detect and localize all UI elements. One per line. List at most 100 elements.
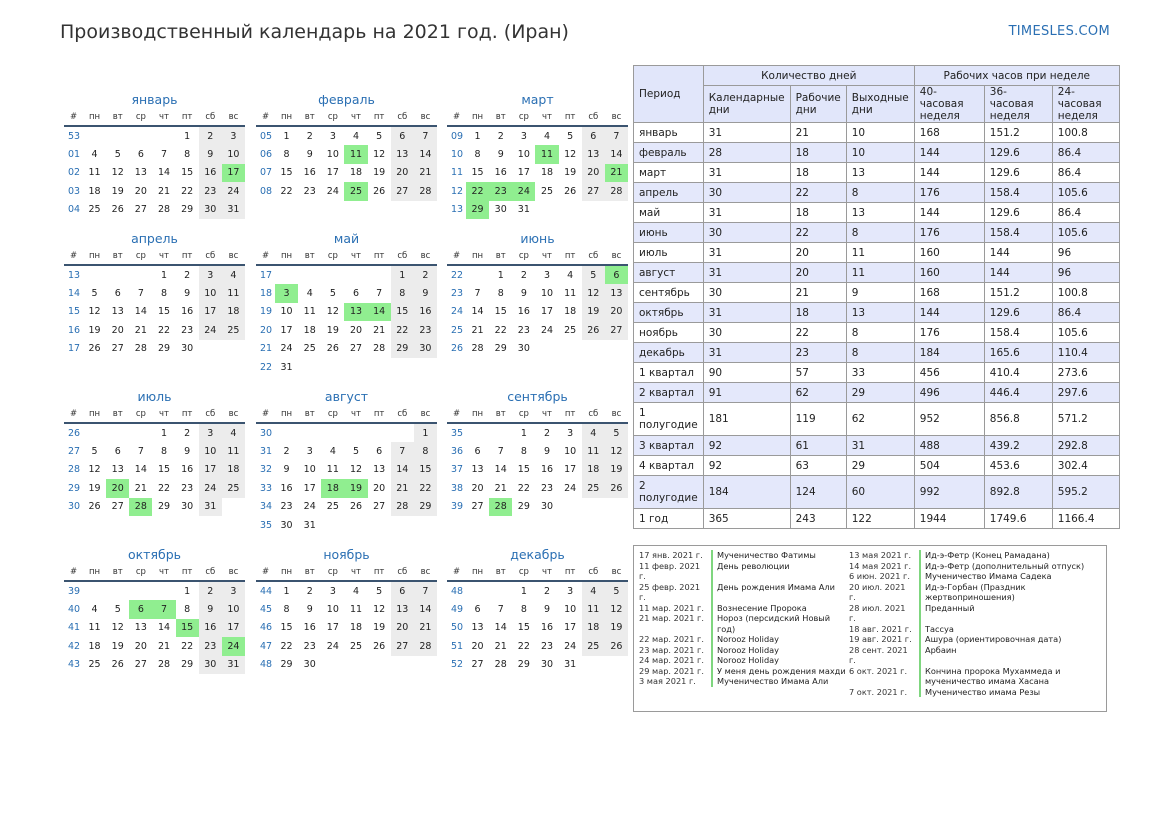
day-cell[interactable]: 15 [494,306,507,318]
day-cell[interactable]: 29 [390,339,414,358]
day-cell[interactable]: 17 [517,167,530,179]
day-cell[interactable]: 27 [349,343,363,355]
day-cell[interactable]: 4 [221,265,245,285]
day-cell[interactable]: 12 [111,622,124,634]
day-cell[interactable]: 11 [221,284,245,303]
day-cell[interactable]: 29 [466,200,490,219]
day-cell[interactable]: 8 [160,446,168,458]
day-cell[interactable]: 14 [134,464,147,476]
day-cell[interactable]: 4 [352,585,360,597]
day-cell[interactable]: 12 [373,149,386,161]
day-cell[interactable]: 15 [157,464,171,476]
day-cell[interactable]: 20 [106,479,130,498]
day-cell[interactable]: 1 [160,427,168,439]
day-cell[interactable]: 8 [413,442,437,461]
day-cell[interactable]: 11 [349,604,363,616]
day-cell[interactable]: 20 [390,618,414,638]
day-cell[interactable]: 8 [184,604,191,616]
day-cell[interactable]: 10 [540,288,554,300]
day-cell[interactable]: 21 [413,163,437,183]
day-cell[interactable]: 1 [390,265,414,285]
day-cell[interactable]: 19 [111,640,124,652]
day-cell[interactable]: 7 [376,288,383,300]
day-cell[interactable]: 11 [326,464,339,476]
day-cell[interactable]: 19 [373,622,386,634]
day-cell[interactable]: 6 [390,581,414,601]
day-cell[interactable]: 28 [604,182,628,201]
day-cell[interactable]: 5 [91,446,98,458]
day-cell[interactable]: 9 [306,604,313,616]
day-cell[interactable]: 6 [474,446,481,458]
day-cell[interactable]: 15 [280,622,293,634]
day-cell[interactable]: 5 [114,149,121,161]
day-cell[interactable]: 31 [221,200,245,219]
day-cell[interactable]: 18 [221,302,245,322]
day-cell[interactable]: 13 [390,600,414,619]
day-cell[interactable]: 17 [198,302,222,322]
day-cell[interactable]: 24 [198,479,222,498]
day-cell[interactable]: 1 [184,130,191,142]
day-cell[interactable]: 18 [349,167,363,179]
day-cell[interactable]: 19 [88,324,101,336]
day-cell[interactable]: 6 [352,288,360,300]
day-cell[interactable]: 13 [111,306,124,318]
day-cell[interactable]: 3 [198,423,222,443]
day-cell[interactable]: 26 [349,501,363,513]
day-cell[interactable]: 11 [581,442,605,461]
day-cell[interactable]: 24 [540,324,554,336]
day-cell[interactable]: 2 [198,581,222,601]
day-cell[interactable]: 21 [390,479,414,498]
day-cell[interactable]: 25 [88,659,101,671]
day-cell[interactable]: 21 [157,640,171,652]
day-cell[interactable]: 31 [517,204,530,216]
day-cell[interactable]: 16 [303,167,316,179]
day-cell[interactable]: 21 [134,482,147,494]
day-cell[interactable]: 23 [517,324,530,336]
day-cell[interactable]: 30 [181,501,194,513]
day-cell[interactable]: 30 [413,339,437,358]
day-cell[interactable]: 19 [564,167,577,179]
day-cell[interactable]: 19 [604,460,628,480]
day-cell[interactable]: 29 [181,204,194,216]
day-cell[interactable]: 21 [157,185,171,197]
day-cell[interactable]: 30 [303,659,316,671]
day-cell[interactable]: 1 [474,130,481,142]
day-cell[interactable]: 6 [474,604,481,616]
day-cell[interactable]: 13 [390,145,414,164]
day-cell[interactable]: 17 [564,622,577,634]
day-cell[interactable]: 5 [114,604,121,616]
day-cell[interactable]: 5 [91,288,98,300]
day-cell[interactable]: 31 [564,659,577,671]
day-cell[interactable]: 1 [520,427,527,439]
day-cell[interactable]: 15 [390,302,414,322]
day-cell[interactable]: 15 [413,460,437,480]
day-cell[interactable]: 13 [134,622,147,634]
day-cell[interactable]: 23 [198,637,222,656]
day-cell[interactable]: 9 [283,464,290,476]
day-cell[interactable]: 12 [373,604,386,616]
day-cell[interactable]: 8 [160,288,168,300]
day-cell[interactable]: 11 [344,145,368,164]
day-cell[interactable]: 11 [88,622,101,634]
day-cell[interactable]: 7 [413,126,437,146]
day-cell[interactable]: 4 [221,423,245,443]
day-cell[interactable]: 13 [471,464,484,476]
day-cell[interactable]: 7 [137,446,144,458]
day-cell[interactable]: 29 [181,659,194,671]
day-cell[interactable]: 9 [184,446,191,458]
day-cell[interactable]: 2 [543,585,551,597]
day-cell[interactable]: 2 [184,427,191,439]
day-cell[interactable]: 9 [497,149,504,161]
day-cell[interactable]: 30 [280,519,293,531]
day-cell[interactable]: 10 [564,604,577,616]
day-cell[interactable]: 7 [160,149,168,161]
day-cell[interactable]: 13 [581,145,605,164]
day-cell[interactable]: 22 [280,185,293,197]
day-cell[interactable]: 25 [344,182,368,201]
day-cell[interactable]: 14 [471,306,484,318]
day-cell[interactable]: 29 [413,497,437,516]
day-cell[interactable]: 26 [373,185,386,197]
day-cell[interactable]: 4 [581,423,605,443]
day-cell[interactable]: 18 [303,324,316,336]
day-cell[interactable]: 6 [581,126,605,146]
